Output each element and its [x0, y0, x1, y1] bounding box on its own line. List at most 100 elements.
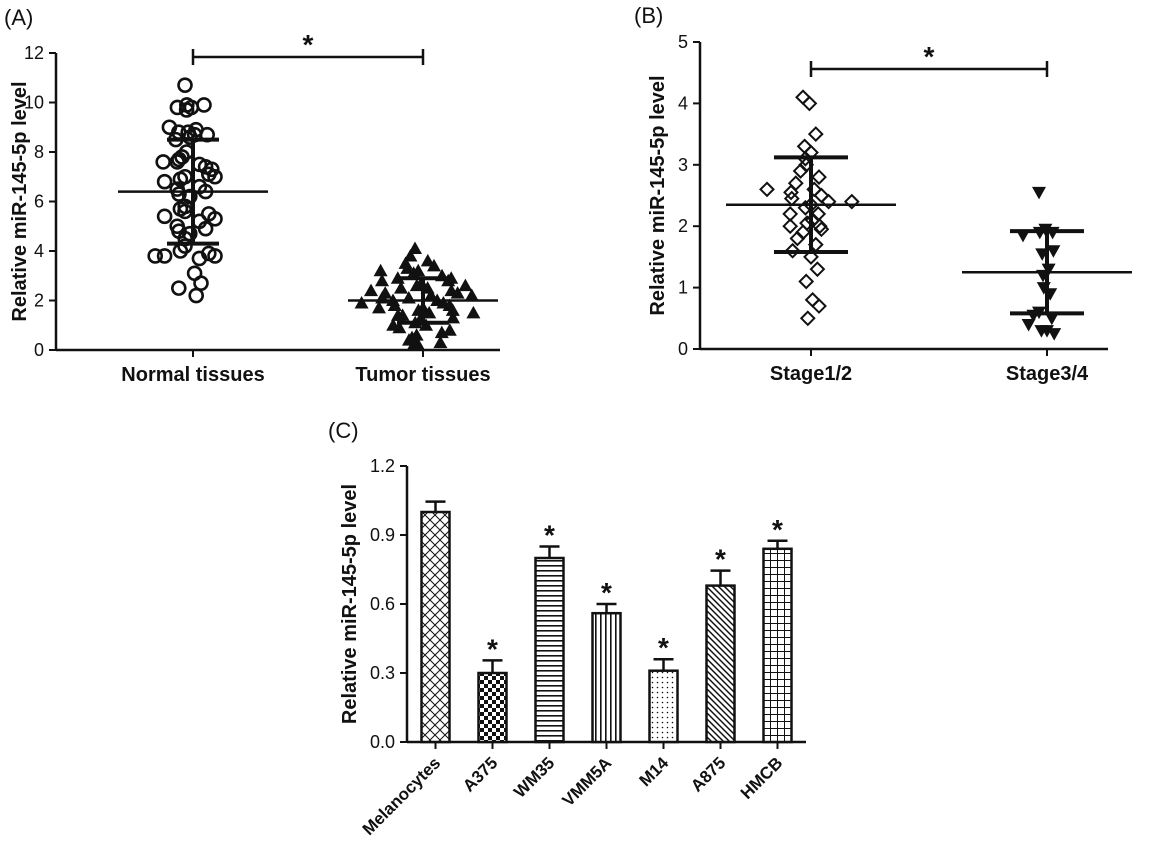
- panel-a-point: [433, 335, 448, 349]
- panel-b-x-tick-label: Stage3/4: [1006, 363, 1089, 385]
- panel-a-y-tick-label: 0: [34, 340, 44, 360]
- panel-a-point: [171, 151, 187, 168]
- panel-c-bar: [705, 584, 736, 744]
- panel-a-y-tick-label: 4: [34, 241, 44, 261]
- panel-a-point: [354, 295, 369, 309]
- panel-a-x-tick-label: Tumor tissues: [355, 364, 490, 386]
- panel-b: 0 1 2 3 4 5 Relative miR-145-5p level (B) Stage1…: [634, 3, 1132, 385]
- panel-c-y-tick-label: 0.9: [370, 525, 395, 545]
- panel-c-bar: [420, 510, 451, 744]
- panel-a-y-axis-title: Relative miR-145-5p level: [9, 81, 31, 321]
- panel-a-point: [409, 278, 424, 292]
- panel-a-point: [444, 271, 459, 284]
- panel-a-point: [188, 287, 204, 304]
- panel-a-point: [188, 121, 204, 138]
- panel-b-point: [813, 221, 830, 238]
- panel-a-point: [147, 248, 163, 264]
- panel-a-point: [466, 305, 481, 319]
- panel-a-point: [172, 201, 189, 217]
- panel-a-point: [191, 250, 208, 267]
- panel-b-point: [1032, 186, 1046, 200]
- panel-a-point: [193, 275, 209, 291]
- panel-c-y-tick-label: 1.2: [370, 456, 395, 476]
- panel-a-point: [172, 171, 189, 188]
- panel-a-point: [420, 253, 435, 267]
- panel-b-significance-label: *: [924, 41, 935, 72]
- panel-a-point: [402, 333, 416, 346]
- panel-a-point: [387, 298, 402, 311]
- panel-b-point: [843, 193, 860, 210]
- panel-a-point: [207, 168, 223, 185]
- panel-b-point: [1034, 325, 1049, 338]
- panel-b-y-tick-label: 4: [678, 93, 688, 113]
- panel-c-panel-label: (C): [328, 418, 359, 443]
- panel-a-point: [375, 273, 389, 287]
- panel-a-point: [422, 305, 437, 319]
- panel-a-x-tick-label: Normal tissues: [121, 364, 264, 386]
- panel-a-point: [179, 97, 195, 113]
- panel-b-point: [813, 187, 830, 204]
- panel-b-point: [789, 230, 806, 247]
- panel-a-point: [161, 119, 178, 136]
- panel-b-point: [809, 261, 826, 278]
- panel-b-point: [759, 181, 775, 198]
- panel-a-point: [171, 186, 187, 202]
- panel-b-point: [801, 95, 818, 112]
- panel-c-bar-annotation: *: [601, 577, 612, 608]
- panel-b-point: [1044, 312, 1059, 326]
- panel-c-bar-annotation: *: [715, 544, 726, 575]
- panel-b-point: [811, 169, 827, 185]
- panel-a-point: [178, 102, 195, 118]
- panel-a-point: [446, 310, 460, 324]
- panel-a-point: [445, 303, 460, 316]
- panel-b-y-tick-label: 0: [678, 339, 688, 359]
- panel-a-point: [207, 211, 223, 227]
- panel-a-point: [177, 77, 193, 93]
- panel-a-y-tick-label: 10: [24, 93, 44, 113]
- panel-b-point: [807, 126, 824, 143]
- panel-c-x-tick-label: WM35: [510, 753, 558, 801]
- panel-a-point: [424, 288, 438, 302]
- panel-b-y-axis-title: Relative miR-145-5p level: [647, 75, 669, 315]
- panel-a-point: [458, 278, 473, 292]
- panel-b-point: [798, 273, 815, 290]
- panel-b-point: [782, 218, 799, 235]
- panel-a-point: [394, 281, 408, 294]
- panel-b-panel-label: (B): [634, 3, 663, 28]
- panel-a-point: [197, 220, 214, 237]
- panel-b-y-tick-label: 2: [678, 216, 688, 236]
- panel-b-x-tick-label: Stage1/2: [770, 363, 852, 385]
- panel-b-point: [803, 248, 819, 265]
- panel-c-bar: [534, 556, 565, 744]
- panel-c-y-axis-title: Relative miR-145-5p level: [339, 484, 361, 724]
- panel-a-y-tick-label: 6: [34, 192, 44, 212]
- panel-c-x-tick-label: HMCB: [737, 753, 786, 802]
- panel-a-point: [464, 288, 479, 302]
- panel-b-point: [811, 298, 827, 314]
- panel-a-point: [442, 323, 457, 336]
- panel-b-point: [1046, 245, 1061, 258]
- panel-c-bar-annotation: *: [658, 632, 669, 663]
- panel-a-point: [169, 99, 186, 116]
- panel-c: 0.0 0.3 0.6 0.9 1.2 Relative miR-145-5p level…: [328, 418, 806, 839]
- panel-b-y-tick-label: 3: [678, 155, 688, 175]
- panel-c-y-tick-label: 0.6: [370, 594, 395, 614]
- panel-a-point: [155, 154, 171, 170]
- panel-c-bar-annotation: *: [487, 633, 498, 664]
- panel-a-significance-label: *: [303, 29, 314, 60]
- panel-c-x-tick-label: M14: [636, 753, 673, 790]
- panel-c-y-tick-label: 0.3: [370, 663, 395, 683]
- panel-b-point: [804, 291, 821, 308]
- panel-b-y-tick-label: 5: [678, 32, 688, 52]
- panel-a-point: [207, 248, 223, 264]
- panel-a-panel-label: (A): [4, 5, 33, 30]
- panel-b-point: [1021, 318, 1036, 332]
- panel-c-bar: [762, 547, 793, 744]
- panel-c-bar: [591, 611, 622, 744]
- panel-c-x-tick-label: VMM5A: [558, 753, 615, 810]
- panel-c-bar-annotation: *: [772, 514, 783, 545]
- panel-a-point: [156, 248, 173, 264]
- panel-a-point: [156, 208, 173, 225]
- panel-c-x-tick-label: A375: [459, 753, 501, 795]
- panel-a-point: [386, 318, 401, 331]
